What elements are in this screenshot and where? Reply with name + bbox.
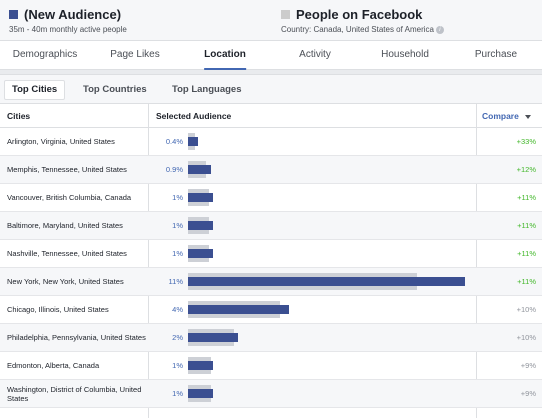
tab-demographics[interactable]: Demographics <box>12 49 78 60</box>
column-header-selected-audience[interactable]: Selected Audience <box>156 111 232 121</box>
compare-value: +10% <box>516 305 536 314</box>
caret-down-icon <box>524 114 531 119</box>
selected-audience-bar[interactable] <box>188 361 214 370</box>
subtab-top-languages[interactable]: Top Languages <box>172 84 242 95</box>
table-row: Memphis, Tennessee, United States 0.9% +12… <box>0 156 542 184</box>
city-name: Baltimore, Maryland, United States <box>7 221 123 230</box>
table-row: Chicago, Illinois, United States 4% +10% <box>0 296 542 324</box>
location-panel: Top Cities Top Countries Top Languages C… <box>0 74 542 418</box>
column-divider <box>148 104 149 418</box>
table-row: Arlington, Virginia, United States 0.4% +3… <box>0 128 542 156</box>
tab-activity[interactable]: Activity <box>299 49 331 60</box>
subtab-top-countries[interactable]: Top Countries <box>83 84 147 95</box>
table-row: Baltimore, Maryland, United States 1% +11% <box>0 212 542 240</box>
column-header-compare: Compare <box>482 111 519 121</box>
selected-audience-bar[interactable] <box>188 221 214 230</box>
compare-value: +9% <box>520 389 536 398</box>
category-tabs: Demographics Page Likes Location Activit… <box>0 40 542 70</box>
selected-audience-percent: 1% <box>172 361 183 370</box>
baseline-audience-title-group: People on Facebook <box>281 7 422 22</box>
compare-value: +11% <box>517 249 536 258</box>
city-name: Nashville, Tennessee, United States <box>7 249 127 258</box>
selected-audience-percent: 2% <box>172 333 183 342</box>
selected-audience-title-group: (New Audience) <box>9 7 121 22</box>
selected-audience-color-swatch <box>9 10 18 19</box>
selected-audience-bar[interactable] <box>188 333 239 342</box>
table-row: Philadelphia, Pennsylvania, United State… <box>0 324 542 352</box>
selected-audience-bar[interactable] <box>188 277 465 286</box>
selected-audience-percent: 0.9% <box>165 165 183 174</box>
selected-audience-title: (New Audience) <box>24 7 122 22</box>
baseline-audience-title: People on Facebook <box>296 7 423 22</box>
table-row: Vancouver, British Columbia, Canada 1% +11… <box>0 184 542 212</box>
table-row: New York, New York, United States 11% +11% <box>0 268 542 296</box>
compare-sort-button[interactable]: Compare <box>482 104 531 128</box>
compare-value: +9% <box>520 361 536 370</box>
baseline-audience-color-swatch <box>281 10 290 19</box>
baseline-audience-country-text: Country: Canada, United States of Americ… <box>281 25 434 34</box>
selected-audience-percent: 11% <box>168 277 183 286</box>
compare-value: +33% <box>516 137 536 146</box>
table-row: Edmonton, Alberta, Canada 1% +9% <box>0 352 542 380</box>
city-name: Chicago, Illinois, United States <box>7 305 109 314</box>
city-name: Philadelphia, Pennsylvania, United State… <box>7 333 146 342</box>
tab-page-likes[interactable]: Page Likes <box>110 49 160 60</box>
city-name: Washington, District of Columbia, United… <box>7 384 142 403</box>
selected-audience-bar[interactable] <box>188 165 211 174</box>
selected-audience-bar[interactable] <box>188 305 289 314</box>
selected-audience-bar[interactable] <box>188 249 214 258</box>
compare-value: +10% <box>516 333 536 342</box>
selected-audience-percent: 0.4% <box>165 137 183 146</box>
baseline-audience-country: Country: Canada, United States of Americ… <box>281 25 444 34</box>
subtab-top-cities[interactable]: Top Cities <box>4 80 66 100</box>
compare-value: +11% <box>517 277 536 286</box>
city-name: Vancouver, British Columbia, Canada <box>7 193 132 202</box>
selected-audience-size: 35m - 40m monthly active people <box>9 25 127 34</box>
selected-audience-percent: 1% <box>172 389 183 398</box>
tab-purchase[interactable]: Purchase <box>474 49 518 60</box>
city-name: New York, New York, United States <box>7 277 124 286</box>
selected-audience-percent: 4% <box>172 305 183 314</box>
selected-audience-percent: 1% <box>172 193 183 202</box>
column-header-cities[interactable]: Cities <box>7 111 31 121</box>
location-subtabs: Top Cities Top Countries Top Languages <box>0 75 542 104</box>
selected-audience-percent: 1% <box>172 249 183 258</box>
city-name: Memphis, Tennessee, United States <box>7 165 127 174</box>
selected-audience-percent: 1% <box>172 221 183 230</box>
selected-audience-bar[interactable] <box>188 193 214 202</box>
city-name: Edmonton, Alberta, Canada <box>7 361 100 370</box>
selected-audience-bar[interactable] <box>188 137 199 146</box>
tab-household[interactable]: Household <box>381 49 429 60</box>
column-divider <box>476 104 477 418</box>
city-name: Arlington, Virginia, United States <box>7 137 115 146</box>
table-row: Nashville, Tennessee, United States 1% +11… <box>0 240 542 268</box>
table-header: Cities Selected Audience Compare <box>0 104 542 128</box>
compare-value: +11% <box>517 193 536 202</box>
tab-location[interactable]: Location <box>204 41 246 70</box>
compare-value: +12% <box>516 165 536 174</box>
table-row: Washington, District of Columbia, United… <box>0 380 542 408</box>
audience-header: (New Audience) 35m - 40m monthly active … <box>0 0 542 40</box>
info-icon[interactable]: i <box>435 25 444 34</box>
compare-value: +11% <box>517 221 536 230</box>
selected-audience-bar[interactable] <box>188 389 214 398</box>
